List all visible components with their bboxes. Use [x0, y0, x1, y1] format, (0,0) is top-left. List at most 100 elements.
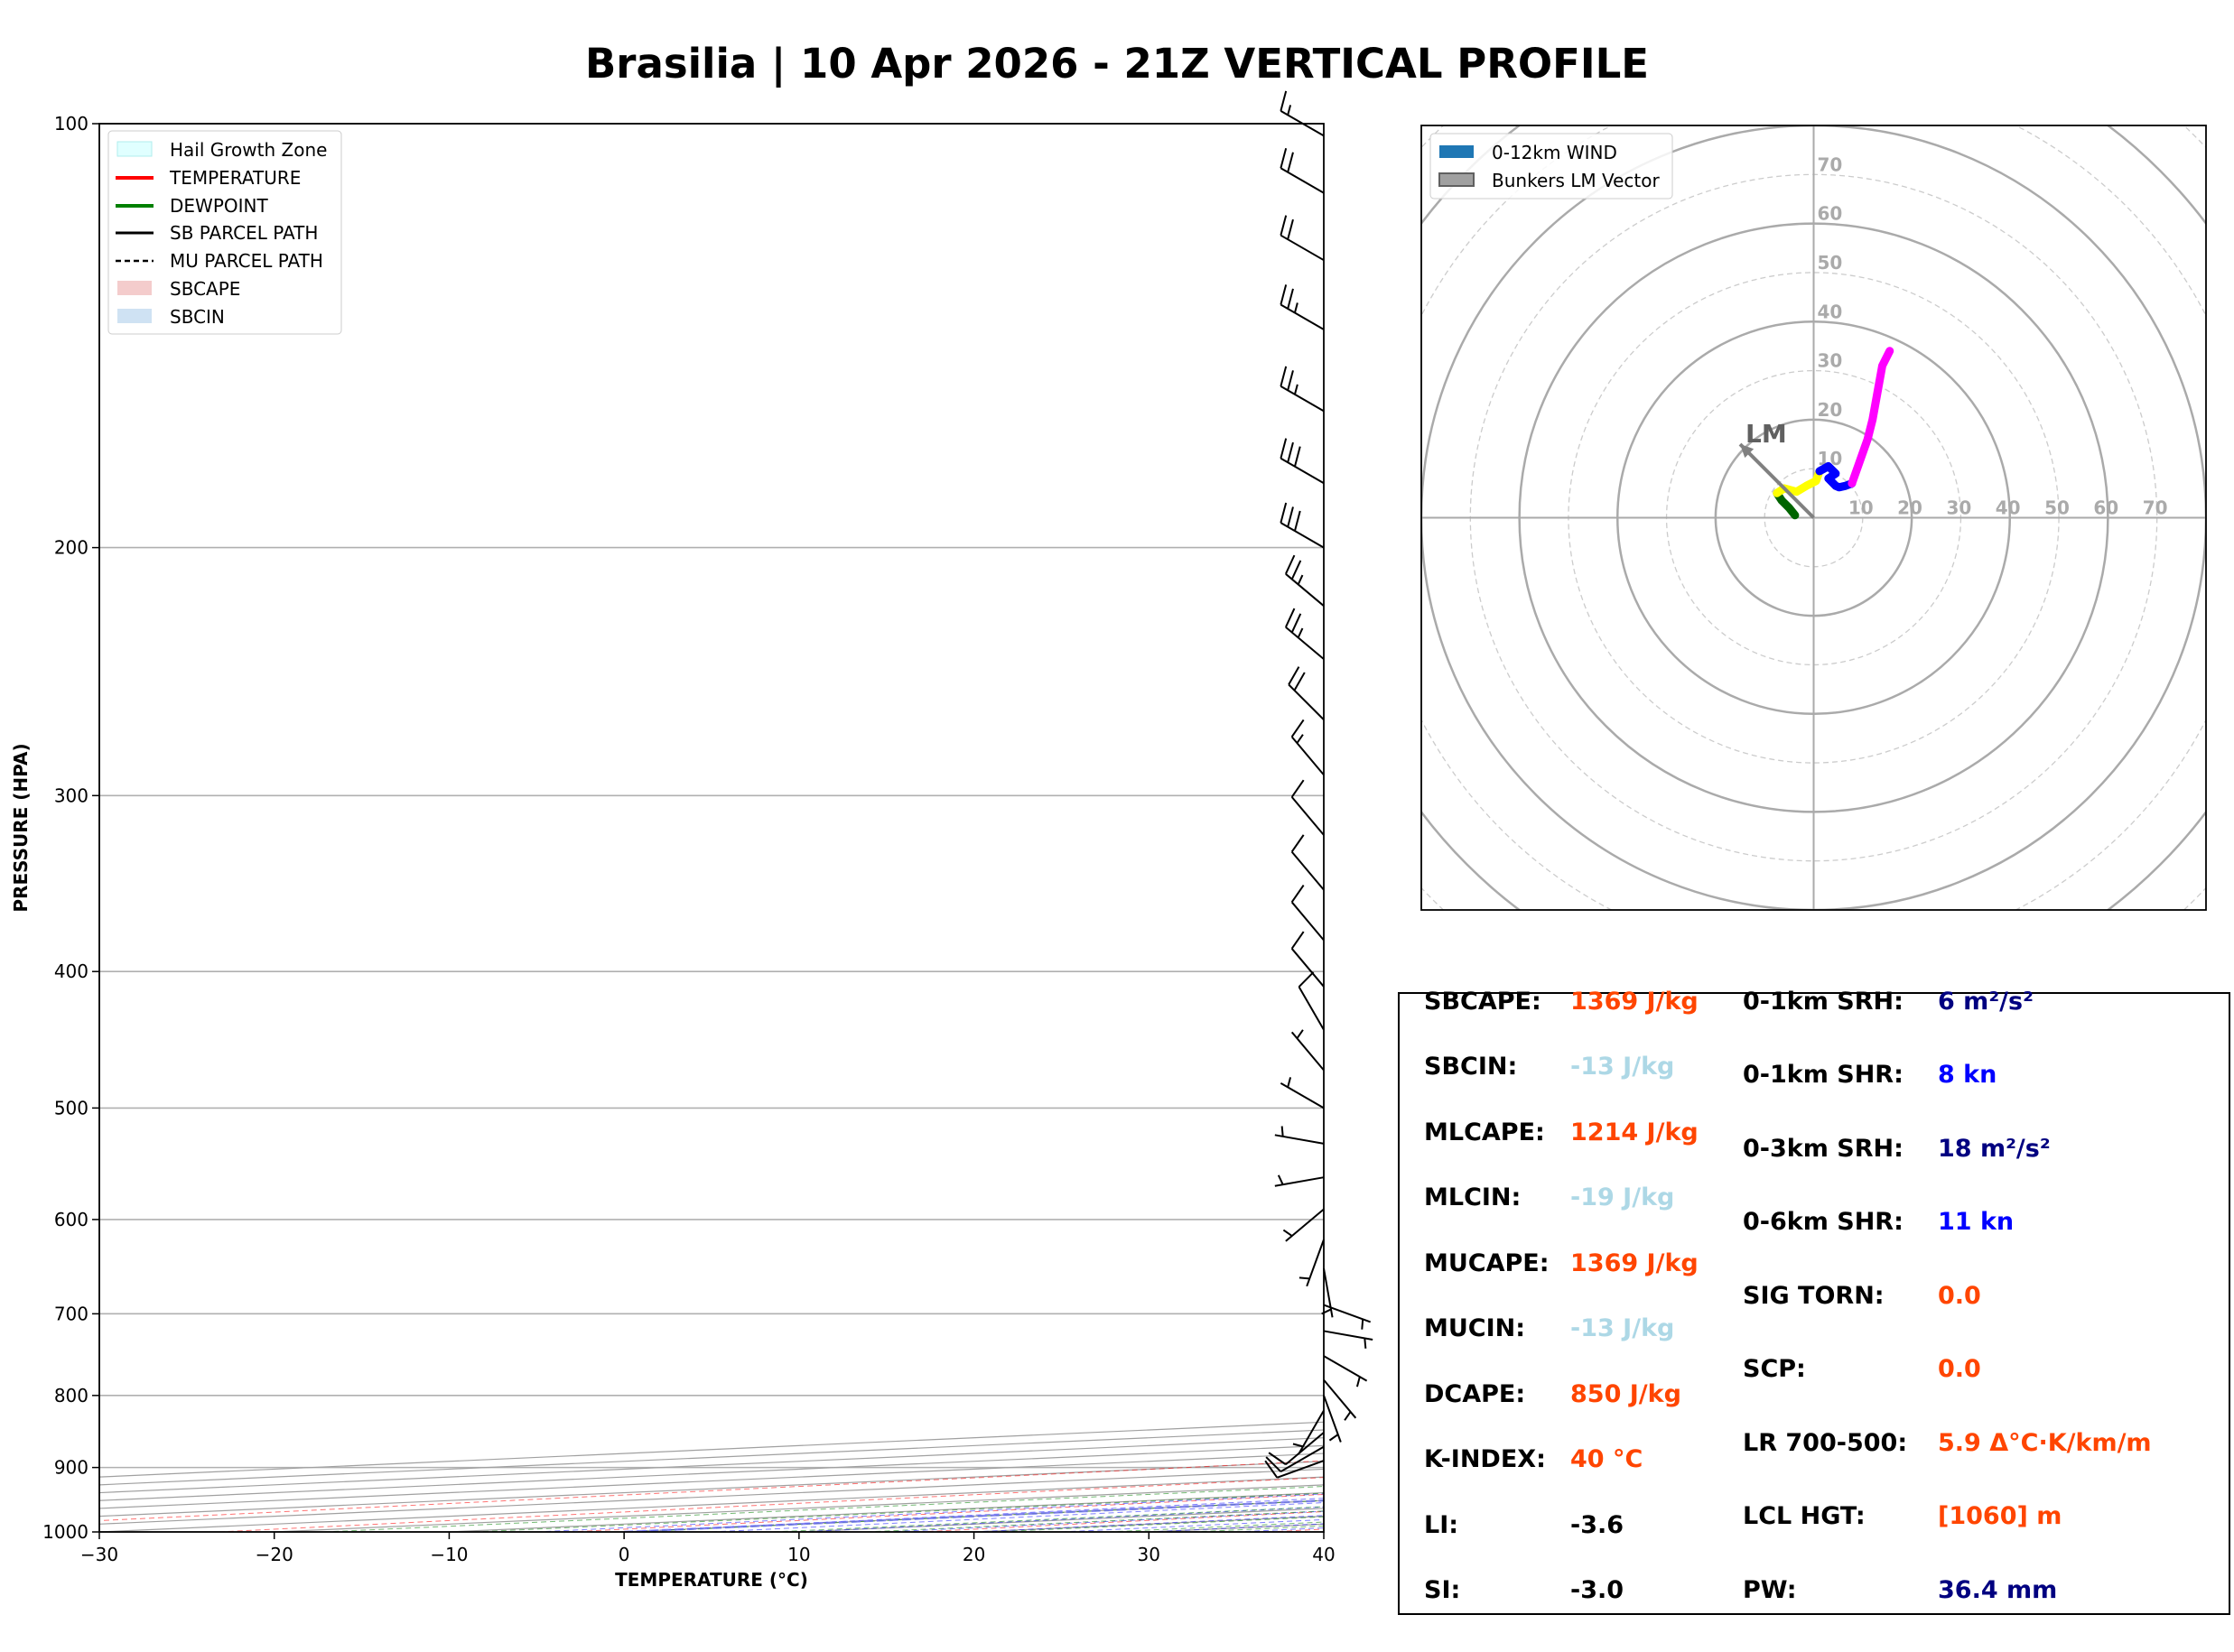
legend-swatch-hail	[116, 141, 153, 157]
hodo-legend-label-wind: 0-12km WIND	[1492, 142, 1617, 163]
y-tick-label: 500	[54, 1097, 88, 1118]
skewt-legend-box	[107, 130, 342, 335]
hodo-segment-0-1km	[1773, 488, 1800, 520]
y-tick-label: 800	[54, 1385, 88, 1406]
legend-label-hail: Hail Growth Zone	[170, 139, 327, 161]
y-tick-label: 400	[54, 961, 88, 982]
param-value-dcape: 850 J/kg	[1570, 1380, 1681, 1408]
hodo-ring-label-y: 40	[1818, 301, 1843, 322]
param-value-k-index: 40 °C	[1570, 1445, 1643, 1473]
param-label-sbcin: SBCIN:	[1424, 1053, 1517, 1081]
wind-barb	[1280, 1077, 1325, 1109]
hodo-ring-label-x: 40	[1996, 497, 2021, 519]
param-label-mlcape: MLCAPE:	[1424, 1118, 1545, 1146]
hodo-legend-label-lm: Bunkers LM Vector	[1492, 170, 1661, 191]
hodo-ring-label-x: 10	[1848, 497, 1874, 519]
param-value-srh-03: 18 m²/s²	[1938, 1135, 2051, 1163]
x-tick-label: 10	[787, 1544, 810, 1565]
wind-barb	[1280, 284, 1325, 330]
param-label-mucin: MUCIN:	[1424, 1314, 1525, 1342]
hodo-ring-label-x: 50	[2044, 497, 2070, 519]
skewt-grid	[99, 124, 1324, 1532]
legend-label-mu-parcel: MU PARCEL PATH	[170, 250, 323, 272]
wind-barb	[1274, 1126, 1325, 1145]
y-tick-label: 600	[54, 1209, 88, 1230]
hodo-segment-3-6km	[1815, 462, 1857, 492]
hodo-ring-label-y: 20	[1818, 399, 1843, 421]
hodo-legend-swatch-wind	[1439, 145, 1474, 158]
wind-barb	[1290, 885, 1325, 942]
y-tick-label: 200	[54, 537, 88, 559]
param-value-si: -3.0	[1570, 1576, 1624, 1604]
hodo-ring-label-y: 60	[1818, 203, 1843, 225]
param-label-mlcin: MLCIN:	[1424, 1183, 1521, 1211]
wind-barb	[1323, 1330, 1373, 1349]
bunkers-lm-vector: LM	[1738, 419, 1815, 519]
wind-barb	[1264, 1460, 1325, 1479]
figure-title: Brasilia | 10 Apr 2026 - 21Z VERTICAL PR…	[585, 40, 1649, 88]
param-label-shr-06: 0-6km SHR:	[1743, 1208, 1904, 1236]
legend-label-temperature: TEMPERATURE	[169, 167, 301, 189]
wind-barb	[1290, 719, 1325, 775]
wind-barb	[1265, 1445, 1325, 1473]
hodo-ring-label-x: 30	[1946, 497, 1971, 519]
skewt-plot-area	[99, 124, 1324, 1532]
hodo-legend-box	[1429, 133, 1673, 200]
wind-barb	[1284, 608, 1325, 660]
param-value-mlcape: 1214 J/kg	[1570, 1118, 1699, 1146]
param-value-sbcape: 1369 J/kg	[1570, 988, 1699, 1016]
param-label-k-index: K-INDEX:	[1424, 1445, 1546, 1473]
wind-barb	[1280, 502, 1325, 549]
wind-barbs	[1264, 90, 1373, 1479]
wind-barb	[1290, 931, 1325, 988]
legend-swatch-sbcin	[117, 309, 152, 323]
hodo-ring-label-y: 30	[1818, 350, 1843, 372]
params-left-column: SBCAPE: 1369 J/kg SBCIN: -13 J/kg MLCAPE…	[1424, 988, 1699, 1604]
wind-barb	[1280, 438, 1325, 485]
param-value-sbcin: -13 J/kg	[1570, 1053, 1674, 1081]
wind-barb	[1280, 147, 1325, 194]
y-tick-label: 1000	[42, 1521, 88, 1543]
wind-barb	[1268, 1432, 1325, 1466]
wind-barb	[1280, 215, 1325, 262]
parameters-panel: SBCAPE: 1369 J/kg SBCIN: -13 J/kg MLCAPE…	[1398, 988, 2230, 1615]
param-value-mucape: 1369 J/kg	[1570, 1249, 1699, 1277]
legend-label-sbcin: SBCIN	[170, 306, 225, 328]
param-label-lcl-height: LCL HGT:	[1743, 1502, 1866, 1530]
y-tick-label: 300	[54, 784, 88, 806]
wind-barb	[1290, 1029, 1325, 1072]
hodo-legend-swatch-lm	[1438, 172, 1475, 187]
wind-barb	[1290, 779, 1325, 836]
param-value-shr-01: 8 kn	[1938, 1061, 1997, 1089]
param-value-lapse-rate: 5.9 Δ°C·K/km/m	[1938, 1429, 2152, 1457]
wind-barb	[1280, 366, 1325, 413]
y-tick-label: 700	[54, 1303, 88, 1324]
param-label-sig-torn: SIG TORN:	[1743, 1282, 1885, 1310]
wind-barb	[1282, 1208, 1325, 1242]
param-label-mucape: MUCAPE:	[1424, 1249, 1550, 1277]
param-value-sig-torn: 0.0	[1938, 1282, 1981, 1310]
wind-barb	[1292, 1410, 1325, 1454]
param-value-lcl-height: [1060] m	[1938, 1502, 2062, 1530]
hodo-ring-label-x: 20	[1897, 497, 1922, 519]
param-value-mucin: -13 J/kg	[1570, 1314, 1674, 1342]
hodo-ring-label-x: 70	[2143, 497, 2168, 519]
wind-barb	[1323, 1395, 1342, 1443]
wind-barb	[1298, 971, 1325, 1031]
param-value-srh-01: 6 m²/s²	[1938, 988, 2034, 1016]
param-value-shr-06: 11 kn	[1938, 1208, 2014, 1236]
bunkers-lm-label: LM	[1745, 419, 1787, 449]
x-axis-label: TEMPERATURE (°C)	[615, 1569, 808, 1591]
wind-barb	[1284, 554, 1325, 607]
param-label-dcape: DCAPE:	[1424, 1380, 1525, 1408]
y-tick-label: 100	[54, 113, 88, 135]
param-label-pw: PW:	[1743, 1576, 1797, 1604]
param-label-li: LI:	[1424, 1511, 1458, 1539]
x-tick-label: −10	[430, 1544, 468, 1565]
x-tick-label: 30	[1138, 1544, 1160, 1565]
param-value-scp: 0.0	[1938, 1355, 1981, 1383]
param-value-mlcin: -19 J/kg	[1570, 1183, 1674, 1211]
skewt-ticks: −30 −20 −10 0 10 20 30 40 1000 900 800 700 600 500 400…	[42, 113, 1336, 1565]
